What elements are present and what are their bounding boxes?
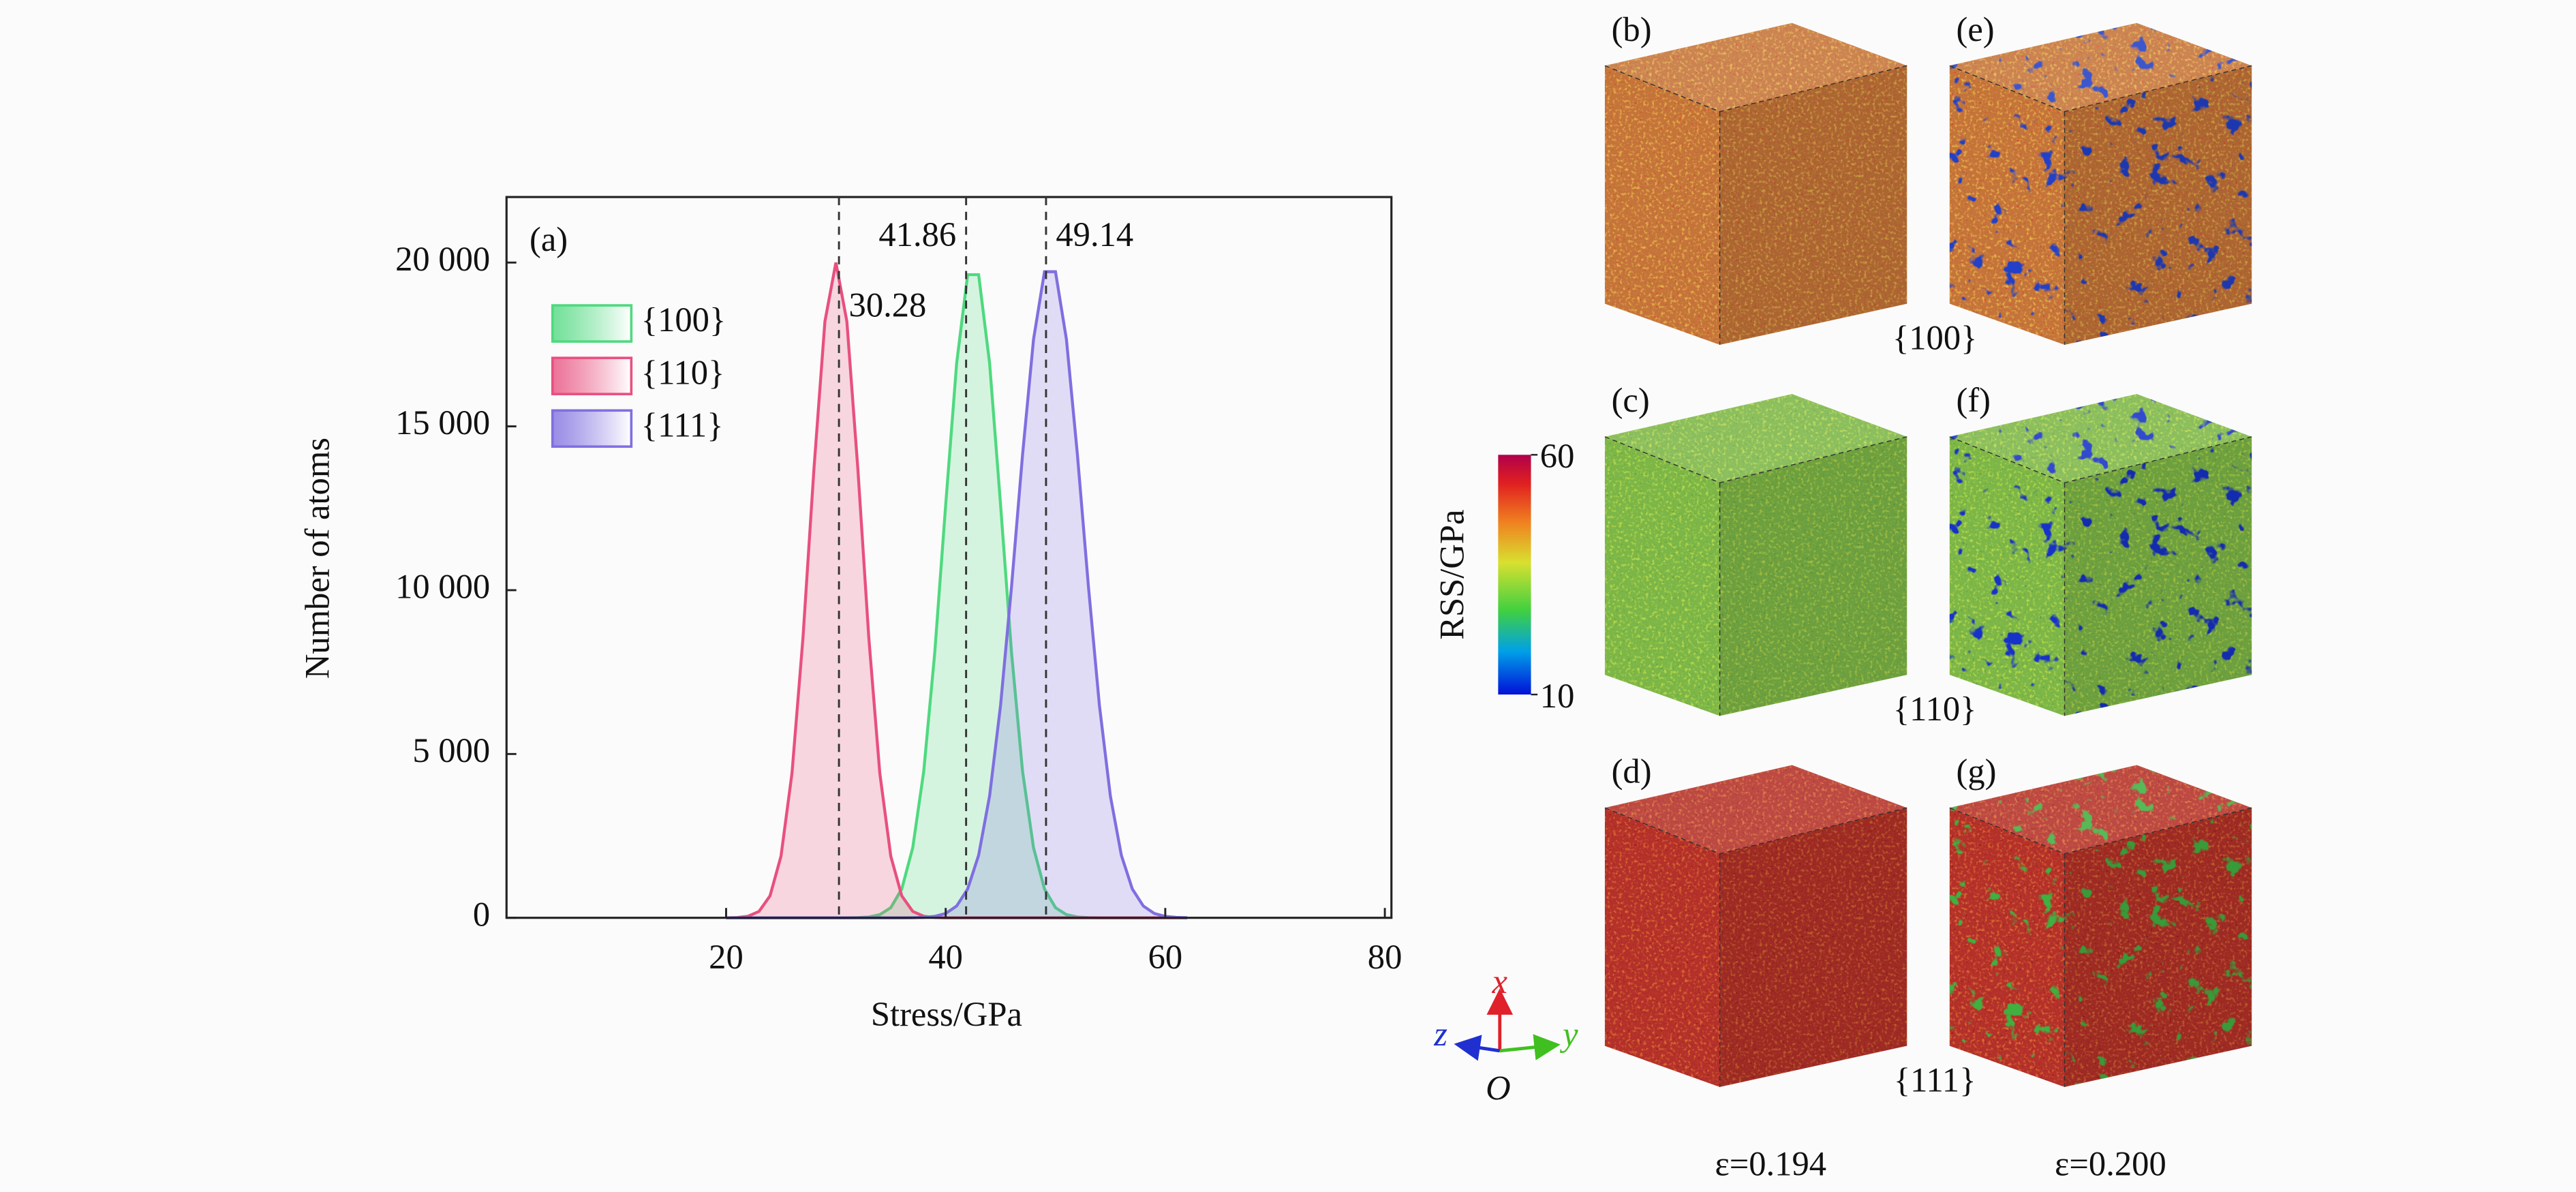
legend-swatch — [551, 304, 633, 343]
cube — [1604, 394, 1907, 716]
cube-speckle — [1719, 65, 1907, 345]
cube-cluster — [2064, 65, 2252, 345]
cube-shade — [1949, 394, 2252, 483]
y-tick-label: 15 000 — [395, 403, 490, 442]
reference-label: 49.14 — [1056, 215, 1133, 254]
cube-shade — [1719, 436, 1907, 716]
cube — [1604, 22, 1907, 345]
cube-cluster — [1949, 65, 2065, 345]
colorbar — [1498, 455, 1531, 695]
cube-shade — [1604, 22, 1907, 112]
y-tick-label: 10 000 — [395, 568, 490, 606]
cube-cluster — [1949, 808, 2065, 1087]
cube-shade — [2064, 436, 2252, 716]
cube-speckle — [1604, 22, 1907, 112]
cube — [1949, 394, 2252, 716]
legend-label: {100} — [641, 301, 726, 339]
x-tick-label: 20 — [709, 938, 743, 976]
panel-label: (g) — [1957, 752, 1997, 791]
colorbar-tick-label: 60 — [1540, 437, 1575, 475]
panel-label: (e) — [1957, 10, 1995, 48]
x-tick-label: 40 — [928, 938, 963, 976]
x-tick-label: 60 — [1148, 938, 1183, 976]
series-area — [726, 271, 1188, 918]
y-tick-label: 20 000 — [395, 240, 490, 278]
row-label: {100} — [1892, 319, 1977, 357]
cube-shade — [1604, 765, 1907, 854]
cube — [1604, 765, 1907, 1087]
triad-z — [1454, 1035, 1501, 1061]
y-tick-label: 5 000 — [412, 731, 490, 769]
panel-label: (f) — [1957, 381, 1991, 419]
cube-speckle — [1719, 808, 1907, 1087]
triad-y-label: y — [1559, 1015, 1578, 1053]
x-axis-label: Stress/GPa — [871, 995, 1022, 1033]
cube-speckle — [1604, 436, 1720, 716]
row-label: {111} — [1894, 1061, 1976, 1099]
x-tick-label: 80 — [1368, 938, 1402, 976]
cube-shade — [2064, 65, 2252, 345]
strain-label: ε=0.194 — [1715, 1144, 1826, 1182]
cube-cluster — [1949, 436, 2065, 716]
cube-shade — [1949, 765, 2252, 854]
axis-triad: x y z O — [1433, 962, 1578, 1107]
triad-y — [1499, 1034, 1561, 1060]
legend-swatch — [551, 356, 633, 395]
triad-origin: O — [1486, 1069, 1511, 1107]
cube-shade — [1949, 22, 2252, 112]
colorbar-label: RSS/GPa — [1432, 510, 1471, 640]
cube-shade — [2064, 808, 2252, 1087]
cube-speckle — [1719, 436, 1907, 716]
cube-shade — [1604, 394, 1907, 483]
cube-speckle — [1604, 65, 1720, 345]
triad-z-label: z — [1433, 1015, 1447, 1053]
panel-label: (b) — [1612, 10, 1652, 48]
reference-label: 41.86 — [878, 215, 956, 254]
colorbar-tick-label: 10 — [1540, 677, 1575, 715]
cube-shade — [1719, 65, 1907, 345]
cube — [1949, 22, 2252, 345]
panel-label: (a) — [530, 220, 568, 258]
panel-label: (d) — [1612, 752, 1652, 791]
series-area — [726, 275, 1188, 918]
legend-swatch — [551, 409, 633, 448]
triad-x-label: x — [1492, 962, 1508, 1000]
cube-cluster — [1949, 22, 2252, 112]
panel-label: (c) — [1612, 381, 1650, 419]
y-tick-label: 0 — [473, 895, 490, 933]
row-label: {110} — [1893, 690, 1977, 728]
cube-shade — [1719, 808, 1907, 1087]
plot-frame — [505, 196, 1393, 919]
cube-cluster — [2064, 436, 2252, 716]
series-area — [726, 262, 1188, 918]
cube — [1949, 765, 2252, 1087]
cube-speckle — [1604, 394, 1907, 483]
strain-label: ε=0.200 — [2055, 1144, 2166, 1182]
cube-speckle — [1604, 808, 1720, 1087]
legend-label: {110} — [641, 353, 725, 391]
reference-label: 30.28 — [849, 286, 927, 324]
cube-cluster — [1949, 765, 2252, 854]
y-axis-label: Number of atoms — [298, 438, 337, 679]
cube-cluster — [2064, 808, 2252, 1087]
cube-cluster — [1949, 394, 2252, 483]
cube-speckle — [1604, 765, 1907, 854]
legend-label: {111} — [641, 406, 724, 444]
